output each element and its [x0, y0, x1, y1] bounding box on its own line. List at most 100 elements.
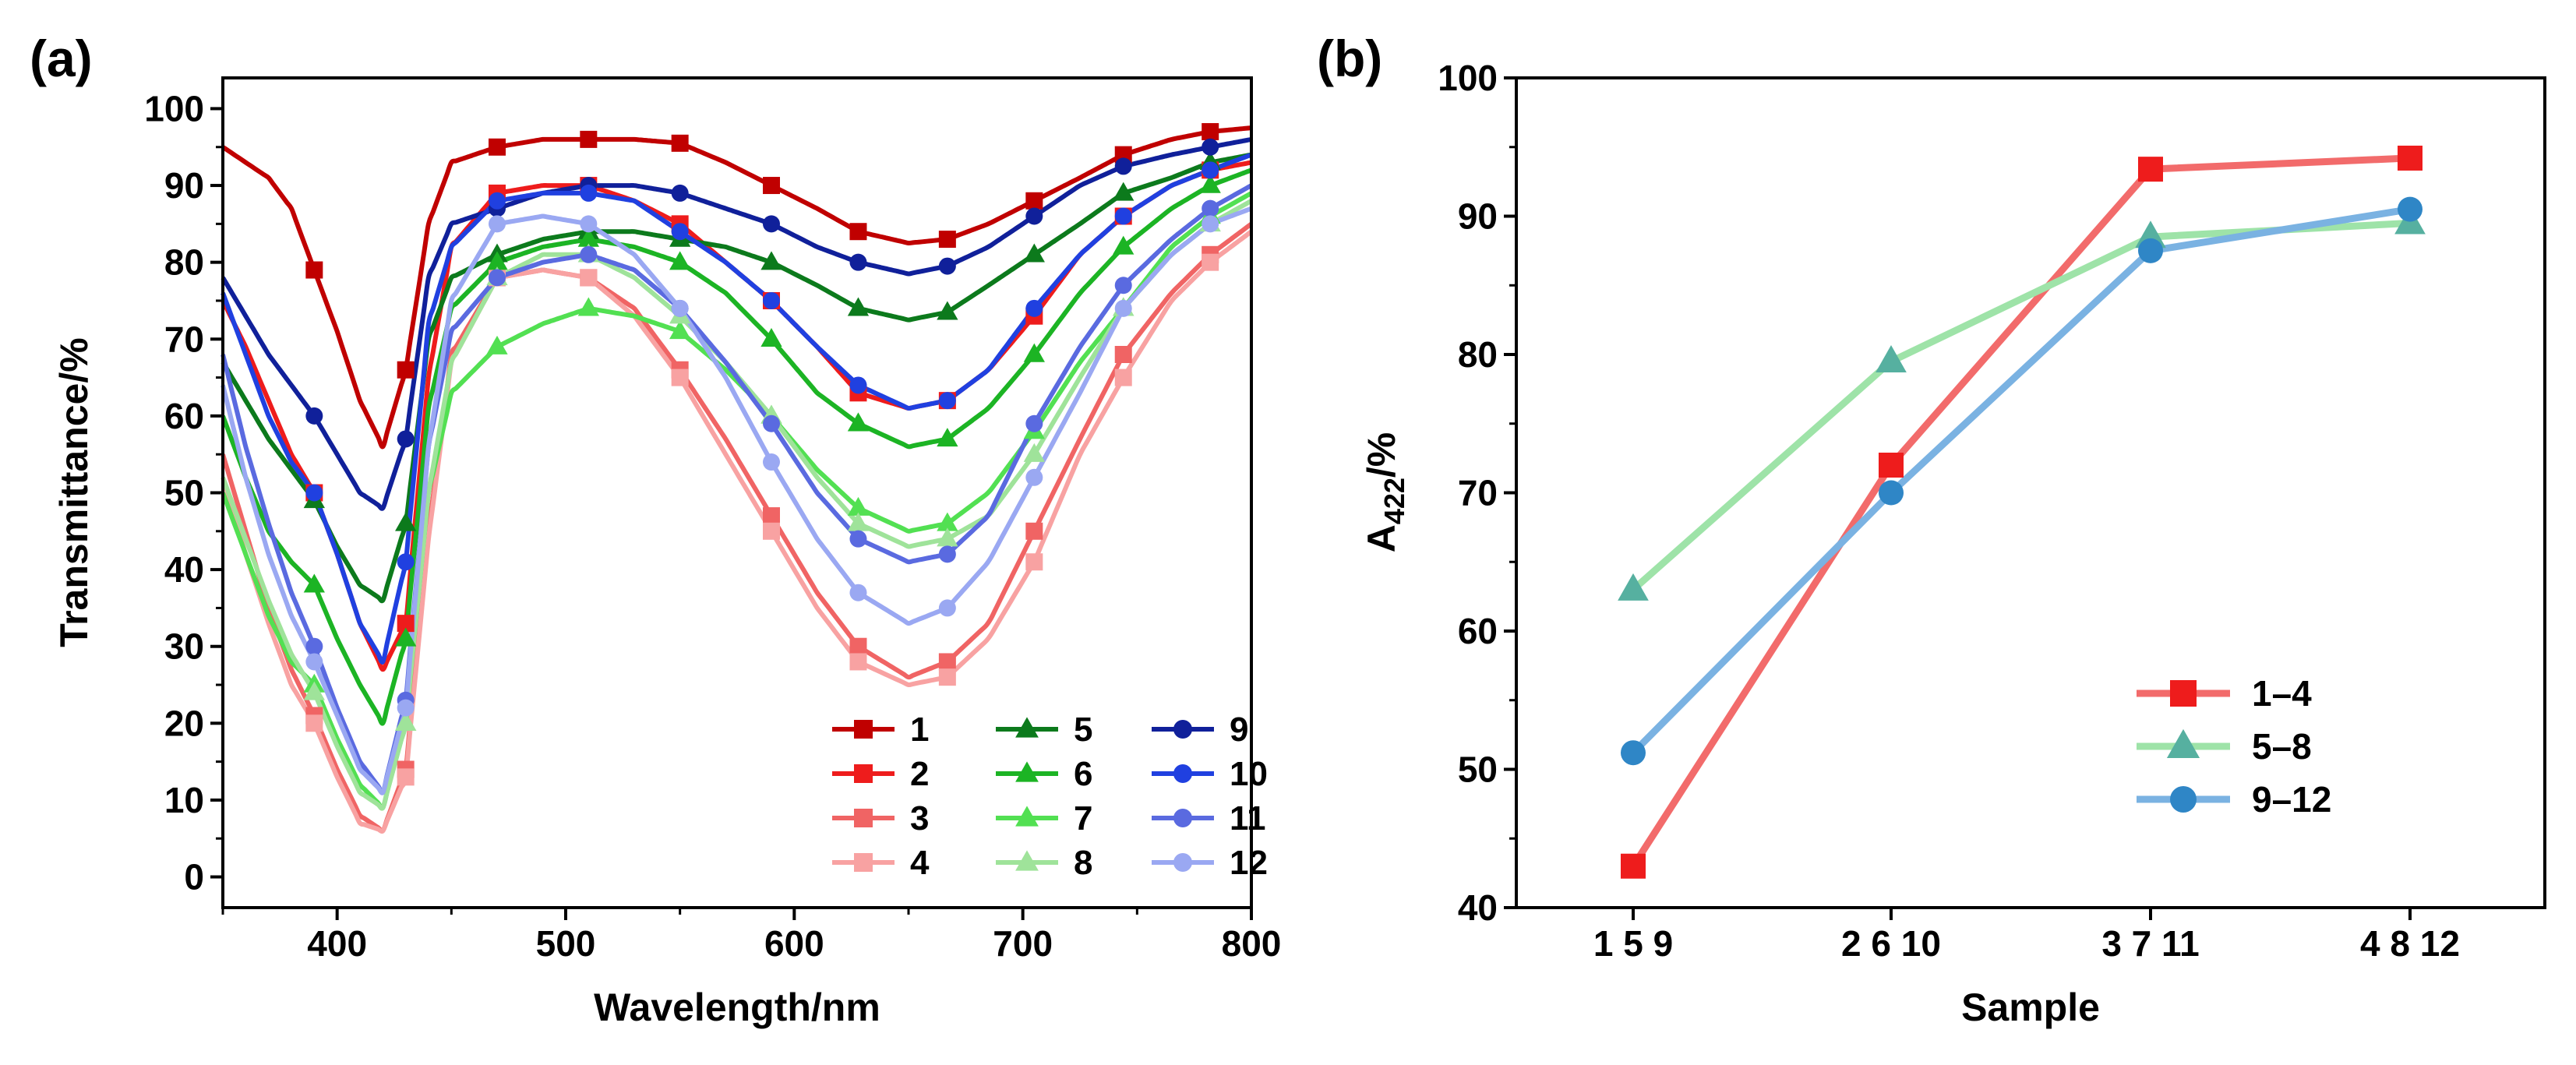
panel-a-marker-10	[1025, 299, 1043, 317]
panel-a-marker-10	[1114, 207, 1132, 225]
panel-b-marker-9–12	[2138, 238, 2163, 263]
panel-a-marker-12	[849, 584, 867, 601]
panel-a-marker-6	[1023, 343, 1045, 362]
panel-a-lines	[221, 125, 1253, 834]
panel-a-marker-5	[1023, 243, 1045, 263]
panel-b-x-tick-label: 1 5 9	[1593, 923, 1673, 964]
panel-a-marker-10	[938, 392, 956, 410]
panel-a-legend-marker-8	[1015, 850, 1039, 871]
panel-a-marker-4	[938, 668, 956, 686]
panel-a-y-tick-label: 50	[164, 473, 204, 513]
panel-a-marker-10	[580, 184, 598, 202]
panel-a-marker-8	[395, 712, 417, 732]
panel-a-marker-4	[1025, 553, 1043, 571]
panel-b-legend-label-1–4: 1–4	[2252, 673, 2312, 714]
panel-b-legend: 1–4 5–8 9–12	[2137, 673, 2331, 820]
panel-a-series-line-10	[221, 152, 1253, 665]
panel-a-marker-1	[397, 361, 415, 379]
panel-a-marker-9	[938, 257, 956, 275]
panel-b-y-axis-sub: 422	[1378, 478, 1410, 524]
panel-a-marker-5	[1113, 182, 1134, 201]
panel-a-x-tick-label: 800	[1222, 923, 1282, 964]
panel-a-y-tick-label: 60	[164, 396, 204, 436]
panel-a-marker-4	[849, 653, 867, 671]
panel-a-legend-marker-6	[1015, 761, 1039, 782]
panel-a-y-tick-label: 40	[164, 549, 204, 590]
panel-a-y-tick-label: 90	[164, 165, 204, 206]
panel-a-y-tick-label: 30	[164, 626, 204, 667]
panel-a-legend-label-10: 10	[1230, 755, 1268, 793]
panel-a-legend-marker-7	[1015, 806, 1039, 827]
panel-a-marker-3	[849, 637, 867, 655]
panel-a-marker-12	[1202, 215, 1219, 233]
panel-b-y-tick-label: 50	[1458, 749, 1498, 790]
panel-b-series-line-9–12	[1630, 206, 2411, 756]
panel-a-marker-11	[1025, 414, 1043, 432]
panel-a-marker-1	[938, 231, 956, 249]
panel-a-marker-7	[486, 335, 508, 354]
panel-a-marker-12	[489, 215, 506, 233]
panel-a-marker-12	[305, 653, 323, 671]
panel-a-y-tick-label: 10	[164, 780, 204, 820]
panel-a-series-line-12	[221, 206, 1253, 795]
panel-b-x-tick-label: 2 6 10	[1841, 923, 1941, 964]
panel-a-marker-9	[397, 430, 415, 448]
panel-a-marker-1	[849, 223, 867, 241]
panel-a-marker-3	[763, 507, 780, 525]
panel-a-marker-7	[937, 512, 958, 531]
panel-a-frame	[221, 76, 1253, 909]
panel-b-marker-1–4	[1621, 853, 1646, 879]
panel-a-marker-8	[303, 681, 325, 700]
panel-a-marker-6	[303, 573, 325, 593]
panel-b-y-tick-label: 40	[1458, 887, 1498, 928]
panel-a-marker-3	[938, 653, 956, 671]
panel-a-marker-6	[395, 627, 417, 647]
panel-a-y-tick-label: 80	[164, 242, 204, 283]
panel-b-legend-marker-5–8	[2166, 728, 2200, 758]
panel-b-x-tick-label: 4 8 12	[2360, 923, 2460, 964]
panel-a-marker-6	[1199, 174, 1221, 193]
panel-a-marker-9	[1025, 207, 1043, 225]
panel-b-ticks	[1504, 76, 2412, 920]
panel-a-legend-label-2: 2	[910, 755, 929, 793]
panel-a-marker-6	[577, 227, 599, 247]
panel-a-marker-12	[763, 453, 780, 471]
panel-b-y-tick-label: 70	[1458, 473, 1498, 513]
panel-a-legend-marker-9	[1173, 720, 1192, 739]
panel-a-x-axis-title: Wavelength/nm	[594, 986, 880, 1029]
panel-a-legend-marker-3	[854, 809, 873, 827]
panel-a-marker-5	[937, 301, 958, 320]
panel-a-marker-7	[847, 496, 870, 516]
panel-a-marker-9	[1114, 157, 1132, 175]
panel-a-marker-1	[489, 138, 506, 156]
panel-b-marker-1–4	[2398, 145, 2422, 171]
panel-b-y-tick-label: 90	[1458, 196, 1498, 237]
panel-a-series-line-3	[221, 221, 1253, 834]
panel-a-marker-12	[397, 699, 415, 717]
panel-a-series-line-6	[221, 168, 1253, 726]
panel-a-marker-6	[486, 251, 508, 270]
panel-b-lines	[1630, 154, 2411, 869]
panel-a-marker-10	[489, 192, 506, 210]
panel-a-marker-8	[1023, 443, 1045, 462]
panel-a-marker-9	[849, 253, 867, 271]
panel-a-marker-9	[671, 184, 689, 202]
panel-a-marker-10	[671, 223, 689, 241]
panel-b-y-axis-main: A	[1360, 524, 1403, 552]
panel-a-marker-1	[305, 261, 323, 279]
panel-a-marker-10	[1202, 161, 1219, 179]
panel-a-x-tick-label: 400	[307, 923, 367, 964]
panel-a-marker-6	[760, 327, 782, 347]
panel-a-marker-8	[937, 527, 958, 547]
panel-a-marker-12	[938, 599, 956, 617]
panel-a-marker-7	[577, 297, 599, 316]
panel-a-marker-1	[671, 134, 689, 152]
panel-a-marker-7	[669, 320, 691, 340]
panel-b-markers	[1618, 145, 2426, 879]
panel-a-marker-6	[847, 412, 870, 432]
panel-a-marker-11	[580, 245, 598, 263]
panel-a-legend-label-12: 12	[1230, 844, 1268, 882]
panel-a-marker-9	[305, 407, 323, 425]
panel-a-legend-marker-10	[1173, 764, 1192, 783]
